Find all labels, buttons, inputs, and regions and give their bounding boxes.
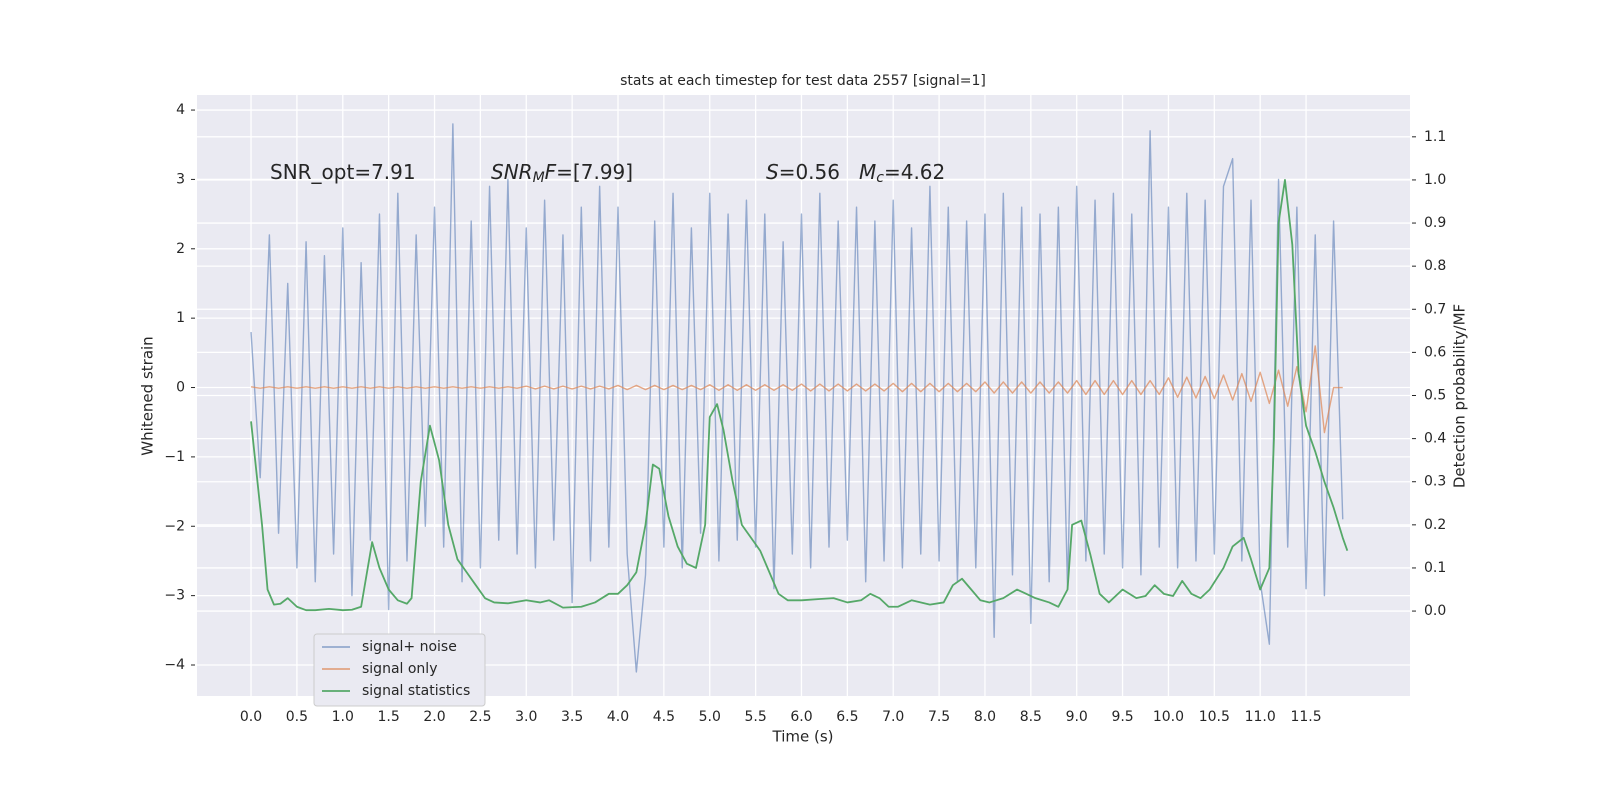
grid	[197, 95, 1410, 696]
annotation-part: SNR_opt=7.91	[270, 160, 416, 184]
x-tick-label: 8.0	[974, 709, 996, 725]
y2-tick-label: 0.5	[1424, 388, 1446, 404]
y2-tick-label: 0.8	[1424, 258, 1446, 274]
y2-tick-label: 0.0	[1424, 603, 1446, 619]
x-axis-label: Time (s)	[772, 728, 834, 746]
y2-tick-label: 0.2	[1424, 517, 1446, 533]
x-tick-label: 10.0	[1153, 709, 1184, 725]
x-tick-label: 11.0	[1245, 709, 1276, 725]
annotation-part: =[7.99]	[556, 160, 633, 184]
annotation: S=0.56	[766, 160, 840, 184]
y-axis-label: Whitened strain	[139, 336, 157, 455]
x-tick-label: 7.0	[882, 709, 904, 725]
y2-tick-label: 0.6	[1424, 344, 1446, 360]
y2-tick-label: 0.3	[1424, 474, 1446, 490]
legend-box	[313, 633, 486, 707]
y-tick-label: −1	[164, 449, 185, 465]
x-tick-label: 0.0	[240, 709, 262, 725]
legend-label: signal+ noise	[362, 639, 457, 655]
chart-title: stats at each timestep for test data 255…	[620, 73, 986, 89]
y2-tick-label: 1.1	[1424, 129, 1446, 145]
y2-tick-label: 0.9	[1424, 215, 1446, 231]
y2-tick-label: 0.7	[1424, 301, 1446, 317]
series-line	[250, 179, 1349, 612]
x-tick-label: 6.0	[790, 709, 812, 725]
y2-tick-label: 0.1	[1424, 560, 1446, 576]
series-line	[250, 123, 1344, 673]
x-tick-label: 1.5	[378, 709, 400, 725]
y-tick-label: −4	[164, 657, 185, 673]
annotation-part: =0.56	[779, 160, 840, 184]
y-tick-label: 4	[176, 102, 185, 118]
y-tick-label: 1	[176, 310, 185, 326]
annotation: SNRMF=[7.99]	[491, 160, 633, 187]
x-tick-label: 9.0	[1066, 709, 1088, 725]
y-tick-label: 0	[176, 380, 185, 396]
annotation-part: SNR	[491, 160, 533, 184]
annotation-part: F	[545, 160, 557, 184]
x-tick-label: 8.5	[1020, 709, 1042, 725]
annotation-part: M	[533, 170, 545, 186]
legend-label: signal statistics	[362, 683, 470, 699]
legend-label: signal only	[362, 661, 437, 677]
y2-axis-label: Detection probability/MF	[1451, 304, 1469, 488]
y-tick-label: 3	[176, 171, 185, 187]
x-tick-label: 9.5	[1111, 709, 1133, 725]
x-tick-label: 11.5	[1290, 709, 1321, 725]
annotation-part: =4.62	[884, 160, 945, 184]
x-tick-label: 2.0	[423, 709, 445, 725]
x-tick-label: 10.5	[1199, 709, 1230, 725]
marks	[250, 123, 1349, 673]
annotation: SNR_opt=7.91	[270, 160, 416, 184]
series-line	[250, 345, 1343, 434]
x-tick-label: 1.0	[332, 709, 354, 725]
y-tick-label: 2	[176, 241, 185, 257]
annotation-part: c	[876, 170, 884, 186]
x-tick-label: 0.5	[286, 709, 308, 725]
x-tick-label: 4.5	[653, 709, 675, 725]
x-tick-label: 6.5	[836, 709, 858, 725]
x-tick-label: 3.5	[561, 709, 583, 725]
x-tick-label: 7.5	[928, 709, 950, 725]
y-tick-label: −2	[164, 518, 185, 534]
x-tick-label: 3.0	[515, 709, 537, 725]
x-tick-label: 2.5	[469, 709, 491, 725]
annotation-part: S	[766, 160, 779, 184]
y2-tick-label: 1.0	[1424, 172, 1446, 188]
x-tick-label: 5.0	[699, 709, 721, 725]
x-tick-label: 4.0	[607, 709, 629, 725]
annotation-part: M	[859, 160, 876, 184]
y-tick-label: −3	[164, 588, 185, 604]
x-tick-label: 5.5	[744, 709, 766, 725]
labels: 0.0 0.5 1.0 1.5 2.0 2.5 3.0 3.5 4.0 4.5 5.0 5.5 6.0 6…	[164, 102, 1446, 725]
y2-tick-label: 0.4	[1424, 431, 1446, 447]
legend: signal+ noise signal only signal statistic…	[322, 639, 470, 699]
annotation: Mc=4.62	[859, 160, 945, 187]
